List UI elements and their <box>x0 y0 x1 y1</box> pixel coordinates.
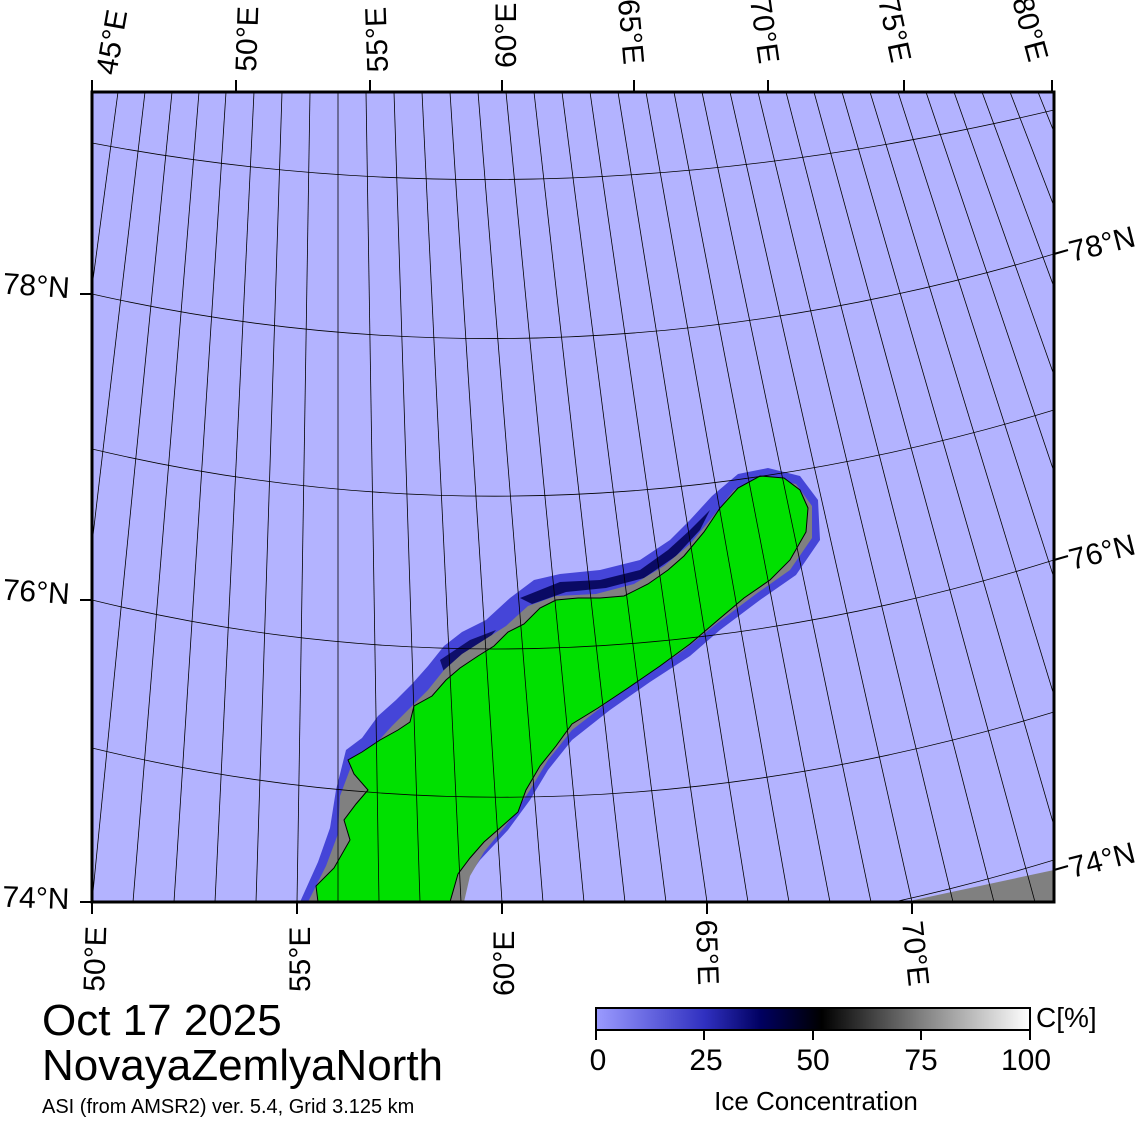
right-lat-label: 74°N <box>1066 837 1139 885</box>
bottom-lon-label: 70°E <box>895 919 935 987</box>
top-lon-label: 50°E <box>230 6 265 73</box>
bottom-lon-label: 60°E <box>488 931 521 996</box>
colorbar-tick-label: 25 <box>689 1044 723 1077</box>
top-lon-labels: 45°E 50°E 55°E 60°E 65°E 70°E 75°E 80°E <box>90 0 1054 77</box>
left-lat-label: 78°N <box>2 268 71 306</box>
top-lon-label: 80°E <box>1005 0 1054 65</box>
top-lon-label: 65°E <box>611 0 650 66</box>
colorbar-tick-label: 75 <box>904 1044 938 1077</box>
bottom-lon-label: 50°E <box>78 926 113 993</box>
colorbar-ticks <box>595 1030 1031 1040</box>
colorbar-caption: Ice Concentration <box>714 1086 918 1116</box>
colorbar-unit-label: C[%] <box>1036 1002 1097 1033</box>
colorbar-tick-label: 0 <box>589 1044 607 1077</box>
frame-ticks <box>80 80 1069 914</box>
bottom-lon-label: 55°E <box>284 927 317 992</box>
colorbar <box>595 1007 1031 1031</box>
date-title: Oct 17 2025 <box>42 996 282 1045</box>
region-title: NovayaZemlyaNorth <box>42 1041 444 1090</box>
map-frame <box>90 90 1056 904</box>
right-lat-label: 78°N <box>1066 221 1139 269</box>
colorbar-tick-label: 50 <box>796 1044 830 1077</box>
left-lat-label: 74°N <box>2 881 70 916</box>
longitude-lines <box>92 92 1054 902</box>
nodata-corner <box>905 870 1054 902</box>
top-lon-label: 55°E <box>360 6 395 73</box>
product-note: ASI (from AMSR2) ver. 5.4, Grid 3.125 km <box>42 1096 415 1118</box>
top-lon-label: 75°E <box>871 0 917 65</box>
top-lon-label: 70°E <box>743 0 785 66</box>
left-lat-label: 76°N <box>2 574 71 612</box>
open-water <box>92 92 1054 902</box>
bottom-lon-label: 65°E <box>689 919 724 986</box>
top-lon-label: 60°E <box>490 3 523 68</box>
bottom-lon-labels: 50°E 55°E 60°E 65°E 70°E <box>78 919 935 996</box>
latitude-lines <box>92 109 1054 902</box>
right-lat-label: 76°N <box>1066 529 1139 577</box>
ice-edge-dense <box>520 510 710 604</box>
right-lat-labels: 78°N 76°N 74°N <box>1066 221 1139 885</box>
top-lon-label: 45°E <box>90 7 134 77</box>
novaya-zemlya-land <box>315 475 809 902</box>
left-lat-labels: 78°N 76°N 74°N <box>2 268 71 917</box>
colorbar-tick-label: 100 <box>1000 1044 1052 1077</box>
